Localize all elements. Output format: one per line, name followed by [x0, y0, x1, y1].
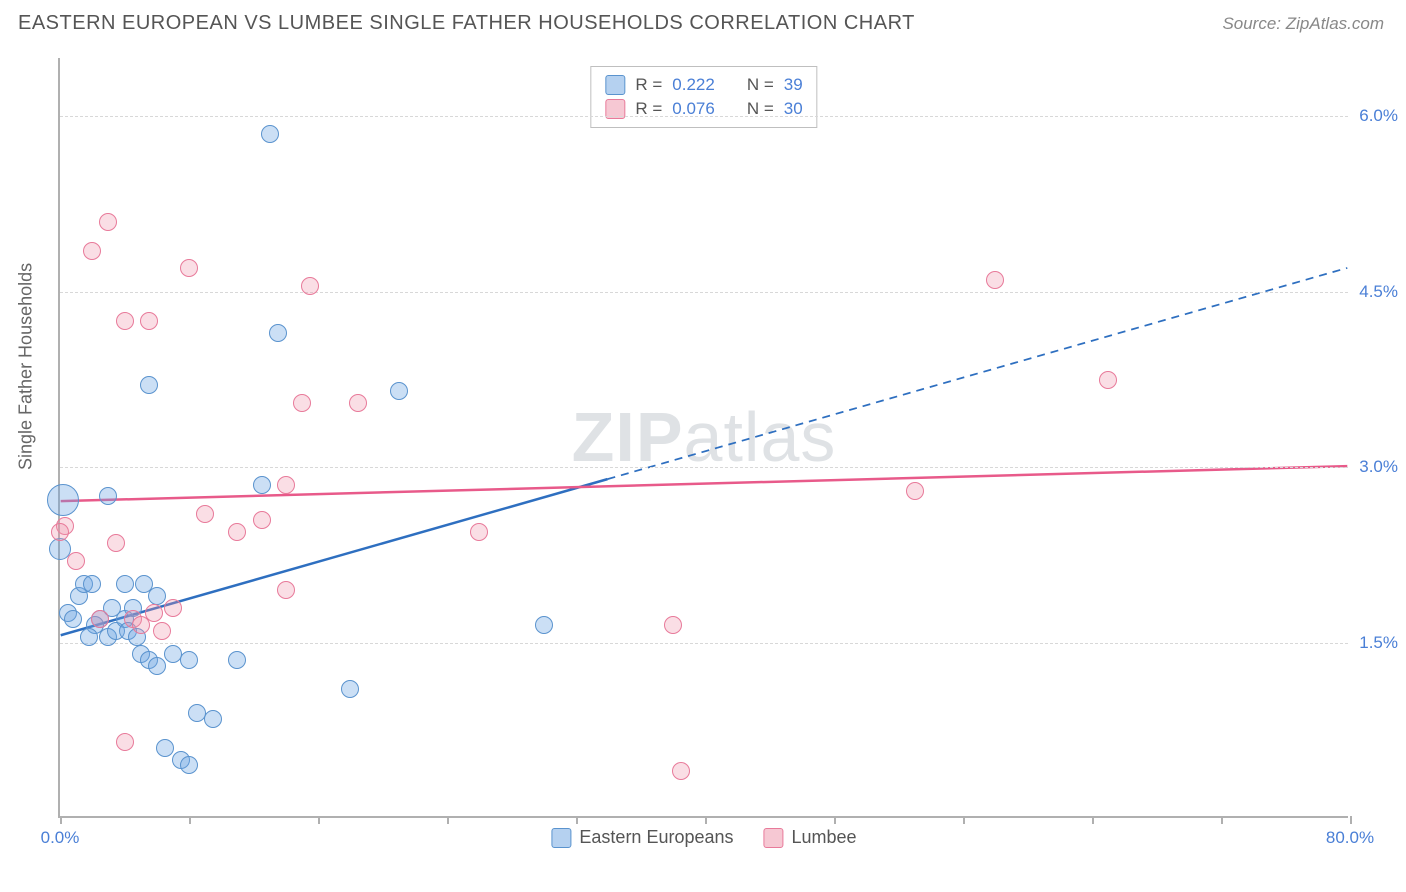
chart-header: EASTERN EUROPEAN VS LUMBEE SINGLE FATHER… — [0, 0, 1406, 43]
swatch-blue-icon — [605, 75, 625, 95]
data-point — [906, 482, 924, 500]
data-point — [1099, 371, 1117, 389]
swatch-blue-icon — [551, 828, 571, 848]
data-point — [91, 610, 109, 628]
data-point — [470, 523, 488, 541]
x-tick-label-min: 0.0% — [41, 828, 80, 848]
x-tick — [189, 816, 191, 824]
legend-item-2: Lumbee — [764, 827, 857, 848]
data-point — [204, 710, 222, 728]
x-tick-label-max: 80.0% — [1326, 828, 1374, 848]
data-point — [341, 680, 359, 698]
data-point — [301, 277, 319, 295]
data-point — [116, 733, 134, 751]
x-tick — [1221, 816, 1223, 824]
n-value-1: 39 — [784, 75, 803, 95]
data-point — [535, 616, 553, 634]
data-point — [148, 587, 166, 605]
data-point — [390, 382, 408, 400]
data-point — [349, 394, 367, 412]
watermark-light: atlas — [684, 398, 837, 476]
data-point — [261, 125, 279, 143]
data-point — [672, 762, 690, 780]
data-point — [986, 271, 1004, 289]
data-point — [293, 394, 311, 412]
data-point — [116, 575, 134, 593]
data-point — [664, 616, 682, 634]
x-tick — [576, 816, 578, 824]
legend-label-1: Eastern Europeans — [579, 827, 733, 848]
data-point — [277, 581, 295, 599]
data-point — [228, 651, 246, 669]
data-point — [253, 476, 271, 494]
data-point — [269, 324, 287, 342]
gridline — [60, 116, 1348, 117]
chart-title: EASTERN EUROPEAN VS LUMBEE SINGLE FATHER… — [18, 12, 915, 35]
y-axis-label: Single Father Households — [16, 263, 37, 470]
r-value-1: 0.222 — [672, 75, 715, 95]
watermark-bold: ZIP — [572, 398, 684, 476]
x-tick — [1092, 816, 1094, 824]
chart-container: Single Father Households ZIPatlas R = 0.… — [18, 50, 1388, 890]
data-point — [107, 534, 125, 552]
swatch-pink-icon — [764, 828, 784, 848]
gridline — [60, 643, 1348, 644]
data-point — [99, 213, 117, 231]
x-tick — [705, 816, 707, 824]
data-point — [180, 259, 198, 277]
data-point — [99, 487, 117, 505]
bottom-legend: Eastern Europeans Lumbee — [551, 827, 856, 848]
gridline — [60, 292, 1348, 293]
data-point — [196, 505, 214, 523]
y-tick-label: 6.0% — [1359, 106, 1398, 126]
y-tick-label: 3.0% — [1359, 457, 1398, 477]
legend-item-1: Eastern Europeans — [551, 827, 733, 848]
x-tick — [1350, 816, 1352, 824]
data-point — [164, 599, 182, 617]
stat-legend: R = 0.222 N = 39 R = 0.076 N = 30 — [590, 66, 817, 128]
data-point — [228, 523, 246, 541]
x-tick — [834, 816, 836, 824]
chart-source: Source: ZipAtlas.com — [1222, 14, 1384, 34]
data-point — [83, 242, 101, 260]
data-point — [47, 484, 79, 516]
data-point — [140, 312, 158, 330]
data-point — [253, 511, 271, 529]
gridline — [60, 467, 1348, 468]
data-point — [277, 476, 295, 494]
data-point — [83, 575, 101, 593]
data-point — [116, 312, 134, 330]
r-label: R = — [635, 75, 662, 95]
data-point — [64, 610, 82, 628]
data-point — [148, 657, 166, 675]
data-point — [156, 739, 174, 757]
y-tick-label: 1.5% — [1359, 633, 1398, 653]
data-point — [145, 604, 163, 622]
watermark: ZIPatlas — [572, 397, 837, 477]
y-tick-label: 4.5% — [1359, 282, 1398, 302]
data-point — [80, 628, 98, 646]
x-tick — [60, 816, 62, 824]
x-tick — [447, 816, 449, 824]
data-point — [140, 376, 158, 394]
x-tick — [318, 816, 320, 824]
data-point — [153, 622, 171, 640]
trend-lines — [60, 58, 1348, 816]
data-point — [67, 552, 85, 570]
data-point — [180, 651, 198, 669]
legend-label-2: Lumbee — [792, 827, 857, 848]
data-point — [180, 756, 198, 774]
n-label: N = — [747, 75, 774, 95]
data-point — [51, 523, 69, 541]
x-tick — [963, 816, 965, 824]
plot-area: ZIPatlas R = 0.222 N = 39 R = 0.076 N = … — [58, 58, 1348, 818]
stat-row-series1: R = 0.222 N = 39 — [605, 73, 802, 97]
